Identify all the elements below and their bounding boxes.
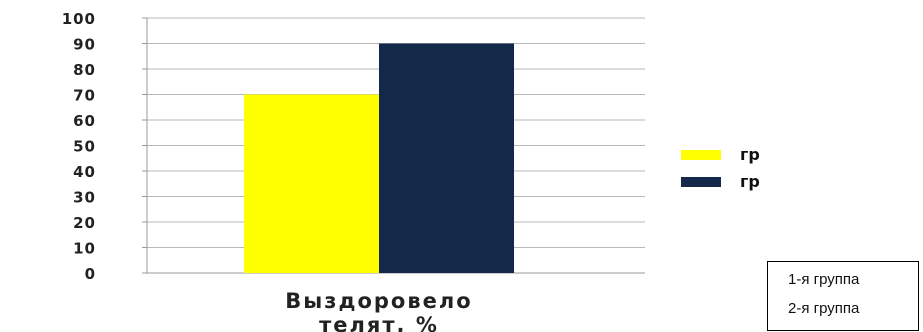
bar-series-1 [244,94,379,273]
y-tick-label: 100 [62,10,96,28]
y-tick-label: 30 [73,189,96,207]
y-tick-label: 70 [73,87,96,105]
y-tick-label: 50 [73,138,96,156]
group-1-note: 1-я группа [788,271,860,288]
y-tick-label: 90 [73,36,96,54]
bar-series-2 [379,43,514,273]
x-category-label-line: телят, % [319,313,439,332]
legend-label-2: гр [740,172,760,191]
bars [244,43,514,273]
y-tick-label: 20 [73,214,96,232]
y-tick-label: 0 [85,265,96,283]
group-2-note: 2-я группа [788,300,860,317]
y-tick-labels: 0 10 20 30 40 50 60 70 80 90 100 [62,10,96,283]
y-tick-label: 80 [73,61,96,79]
legend-swatch-1 [681,150,721,160]
group-note-box: 1-я группа 2-я группа [767,261,919,331]
x-category-label-line: Выздоровело [285,289,472,313]
y-tick-label: 60 [73,112,96,130]
legend-swatch-2 [681,177,721,187]
y-tick-label: 10 [73,240,96,258]
legend-label-1: гр [740,145,760,164]
legend: гр гр [681,145,760,191]
y-tick-label: 40 [73,163,96,181]
